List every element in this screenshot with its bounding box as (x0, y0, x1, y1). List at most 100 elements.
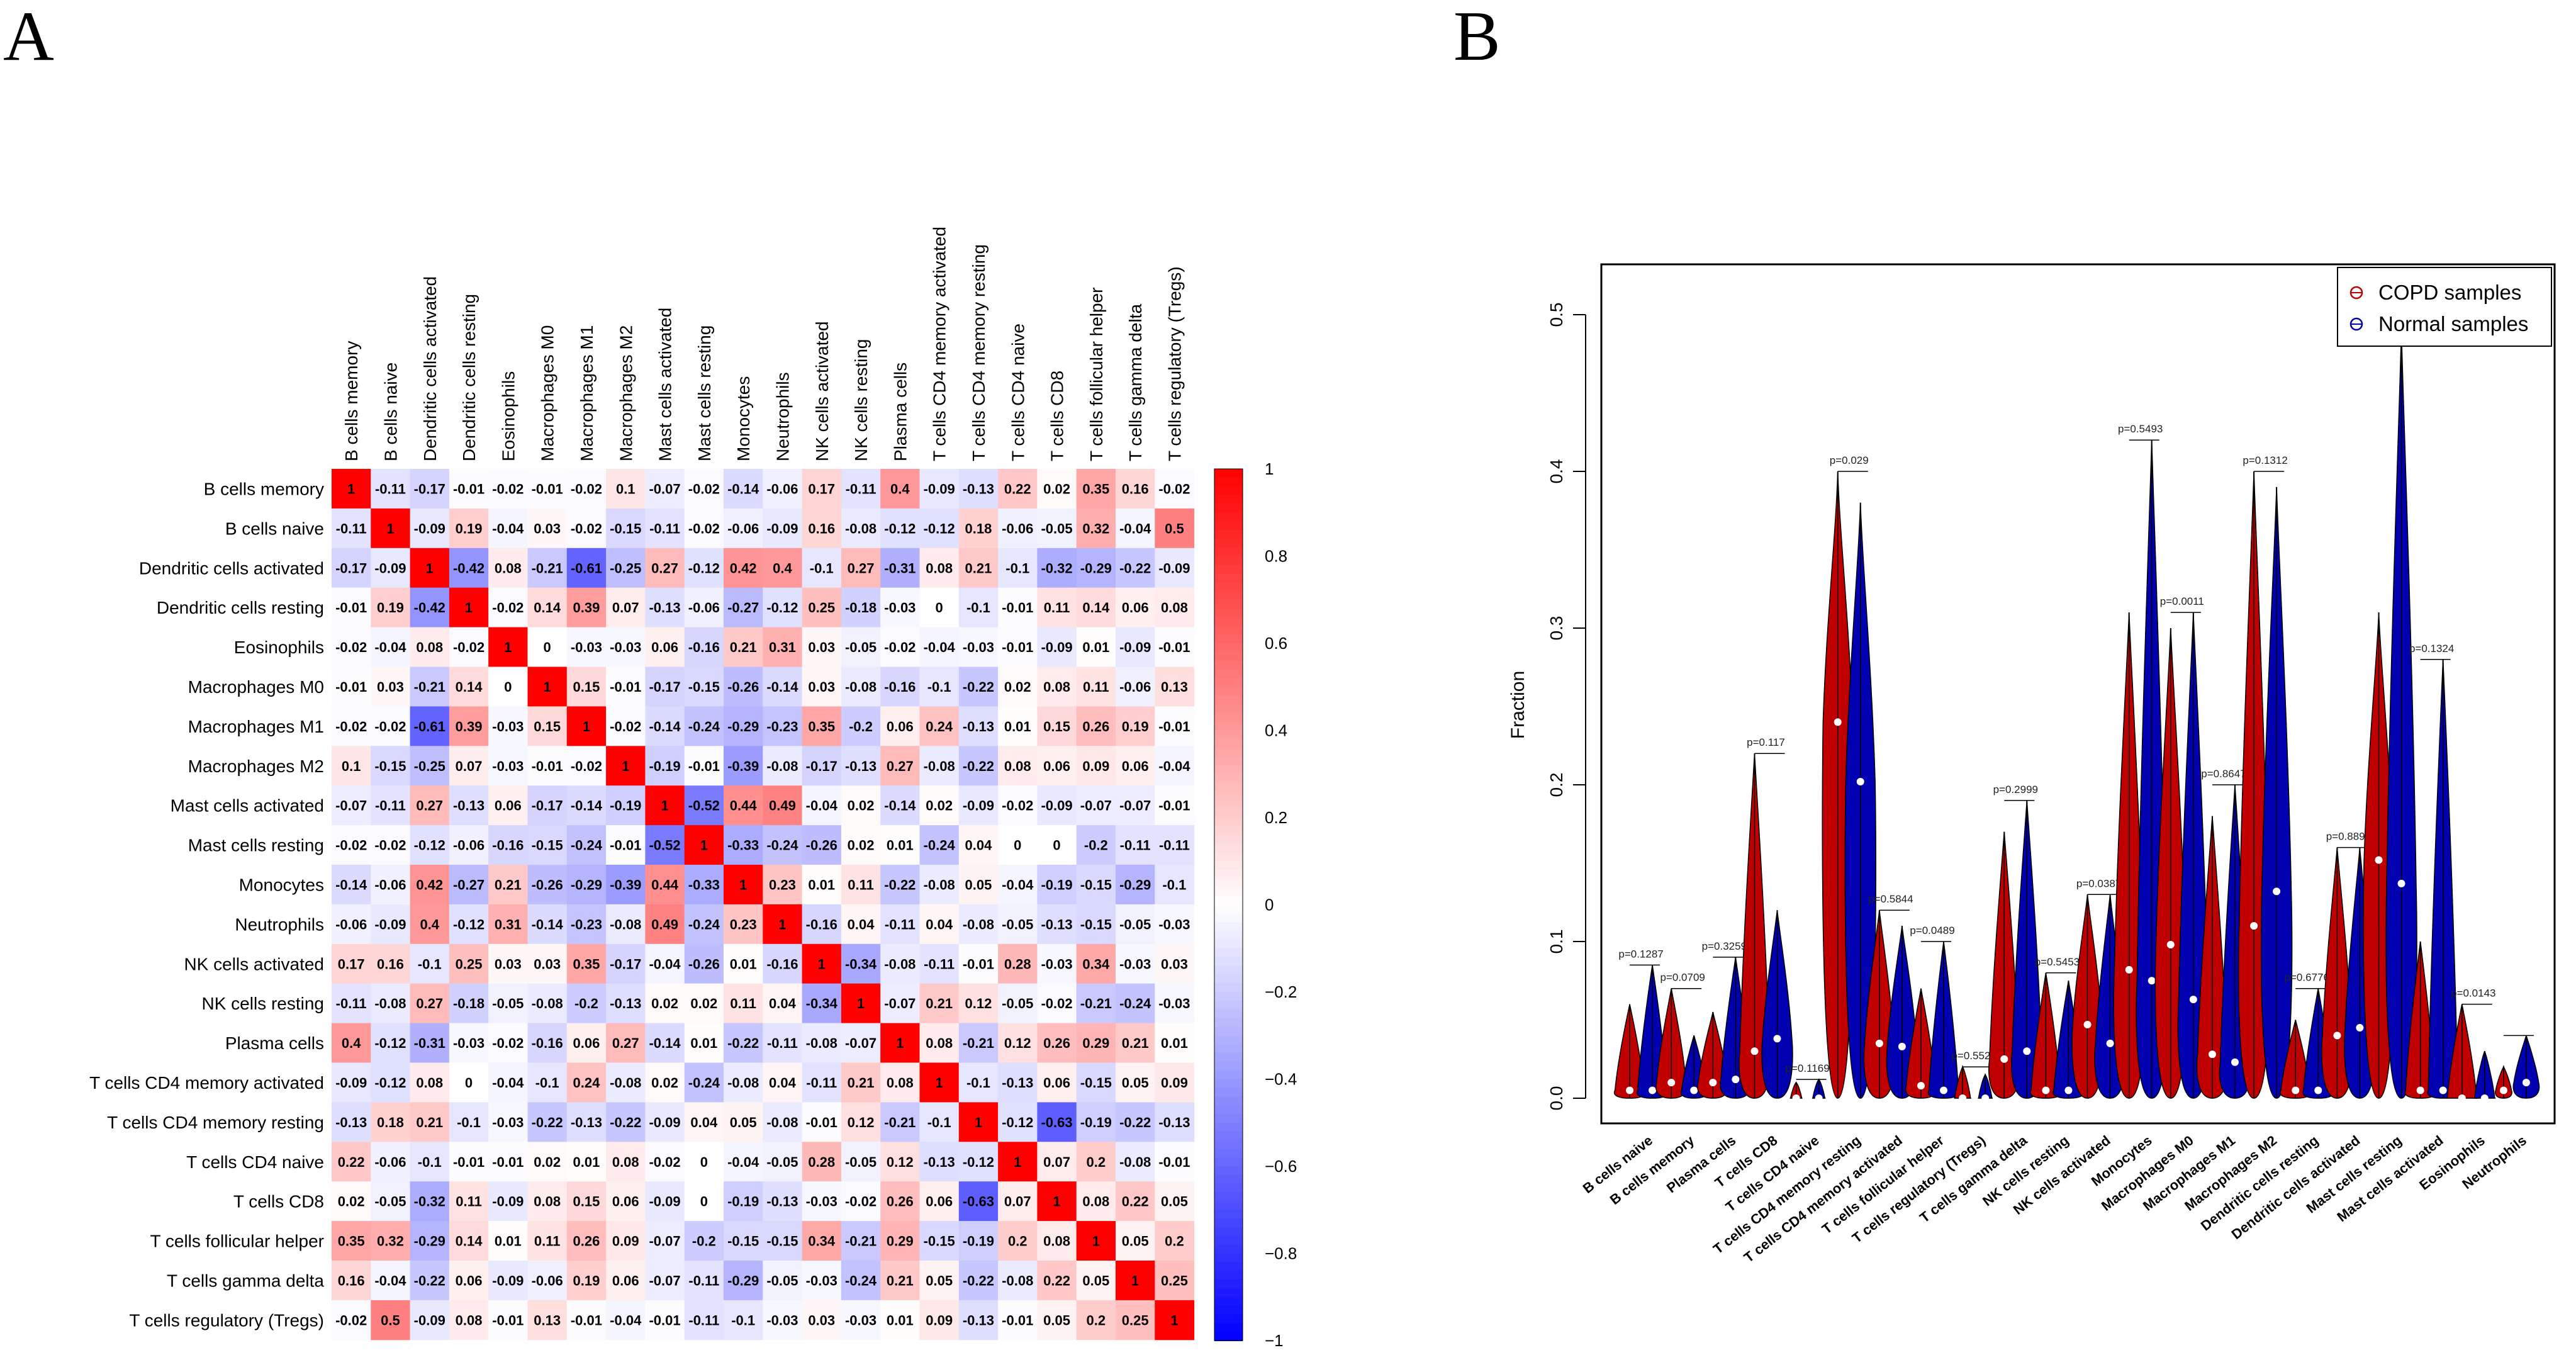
heatmap-cell-value: 0.06 (1043, 1075, 1070, 1091)
p-value-label: p=0.0709 (1660, 972, 1705, 984)
heatmap-cell-value: -0.25 (414, 758, 445, 774)
heatmap-column-label: Eosinophils (498, 371, 518, 461)
colorbar-segment (1214, 721, 1243, 731)
heatmap-cell (763, 469, 803, 509)
heatmap-cell (958, 904, 999, 945)
heatmap-cell (488, 1261, 528, 1301)
heatmap-cell (645, 1102, 685, 1142)
heatmap-cell-value: -0.08 (1002, 1273, 1033, 1288)
heatmap-cell-value: -0.12 (688, 560, 720, 576)
heatmap-cell (410, 1102, 450, 1142)
heatmap-row-label: T cells CD4 memory resting (107, 1113, 324, 1132)
colorbar-tick-label: −0.6 (1265, 1157, 1297, 1176)
heatmap-cell (802, 1142, 842, 1182)
heatmap-cell (1076, 1062, 1116, 1103)
heatmap-row-label: NK cells activated (184, 954, 324, 974)
heatmap-cell-value: -0.09 (1158, 560, 1190, 576)
heatmap-cell-value: -0.11 (1159, 838, 1190, 853)
heatmap-cell-value: -0.19 (1080, 1115, 1112, 1130)
heatmap-cell-value: -0.05 (766, 1273, 798, 1288)
heatmap-cell-value: 0.02 (651, 996, 678, 1011)
heatmap-cell-value: 0.05 (1082, 1273, 1109, 1288)
heatmap-cell (880, 1062, 920, 1103)
heatmap-cell (841, 1023, 881, 1063)
heatmap-cell-value: 1 (818, 956, 826, 972)
heatmap-cell (1116, 983, 1155, 1024)
heatmap-cell-value: -0.06 (532, 1273, 563, 1288)
heatmap-cell-value: 0.06 (1043, 758, 1070, 774)
heatmap-cell (802, 785, 842, 826)
colorbar-segment (1214, 843, 1243, 853)
heatmap-cell-value: -0.13 (924, 1154, 955, 1170)
heatmap-cell-value: 0.11 (848, 877, 874, 892)
normal-violin (2512, 1035, 2540, 1099)
heatmap-cell-value: -0.03 (571, 639, 602, 655)
heatmap-cell (1037, 469, 1077, 509)
heatmap-cell-value: -0.42 (453, 560, 484, 576)
heatmap-cell (684, 587, 724, 628)
heatmap-cell-value: 1 (465, 600, 473, 616)
heatmap-cell-value: -0.03 (806, 1273, 837, 1288)
heatmap-cell (724, 1102, 763, 1142)
heatmap-cell-value: -0.13 (610, 996, 641, 1011)
heatmap-cell-value: -0.22 (727, 1035, 759, 1051)
heatmap-cell (1116, 1300, 1155, 1341)
heatmap-cell-value: -0.07 (649, 1273, 680, 1288)
colorbar-segment (1214, 1323, 1243, 1333)
heatmap-cell (606, 904, 646, 945)
heatmap-cell (998, 904, 1038, 945)
colorbar-segment (1214, 965, 1243, 975)
heatmap-cell-value: -0.04 (1158, 758, 1190, 774)
heatmap-cell-value: -0.05 (374, 1194, 406, 1210)
heatmap-cell-value: 0.32 (1082, 520, 1109, 536)
heatmap-cell (880, 706, 920, 746)
heatmap-cell (684, 469, 724, 509)
heatmap-cell (606, 548, 646, 588)
heatmap-cell (449, 706, 489, 746)
heatmap-cell (763, 587, 803, 628)
colorbar-segment (1214, 896, 1243, 906)
heatmap-cell-value: 0.11 (1044, 600, 1070, 616)
heatmap-cell-value: 1 (700, 838, 708, 853)
heatmap-cell (958, 1300, 999, 1341)
heatmap-cell (566, 1261, 607, 1301)
heatmap-cell-value: -0.14 (532, 916, 564, 932)
plot-frame (1600, 263, 2556, 1125)
heatmap-cell-value: -0.01 (335, 679, 367, 695)
heatmap-cell-value: 0.2 (1008, 1234, 1028, 1249)
heatmap-cell-value: 0.16 (1122, 481, 1149, 497)
heatmap-cell (566, 548, 607, 588)
heatmap-cell (410, 983, 450, 1024)
heatmap-cell (488, 666, 528, 707)
heatmap-cell-value: -0.05 (1119, 916, 1151, 932)
colorbar-segment (1214, 1000, 1243, 1010)
heatmap-cell (645, 666, 685, 707)
heatmap-cell (802, 666, 842, 707)
heatmap-cell (1155, 666, 1195, 707)
colorbar-segment (1214, 800, 1243, 810)
y-axis-tick-label: 0.3 (1547, 616, 1566, 641)
panel-b-label: B (1453, 0, 1501, 76)
heatmap-cell-value: 0.16 (808, 520, 835, 536)
heatmap-cell (763, 548, 803, 588)
heatmap-cell-value: -0.02 (374, 838, 406, 853)
colorbar-segment (1214, 1140, 1243, 1150)
heatmap-cell-value: 0.01 (1004, 719, 1031, 734)
heatmap-cell (606, 1221, 646, 1261)
heatmap-cell (998, 469, 1038, 509)
heatmap-cell-value: 0.25 (456, 956, 483, 972)
copd-median-point (2042, 1086, 2050, 1094)
heatmap-cell-value: -0.04 (727, 1154, 759, 1170)
heatmap-column-label: Macrophages M2 (616, 325, 636, 461)
heatmap-row-label: B cells memory (204, 479, 324, 498)
colorbar-segment (1214, 1201, 1243, 1211)
heatmap-cell-value: -0.29 (414, 1234, 445, 1249)
heatmap-cell-value: 0.18 (377, 1115, 404, 1130)
heatmap-cell-value: 0 (700, 1194, 708, 1210)
heatmap-cell-value: 0.02 (848, 838, 875, 853)
heatmap-cell-value: 0.04 (769, 996, 797, 1011)
copd-median-point (2458, 1094, 2466, 1102)
heatmap-cell-value: -0.22 (963, 758, 994, 774)
heatmap-cell (919, 627, 960, 667)
heatmap-cell (1155, 1062, 1195, 1103)
